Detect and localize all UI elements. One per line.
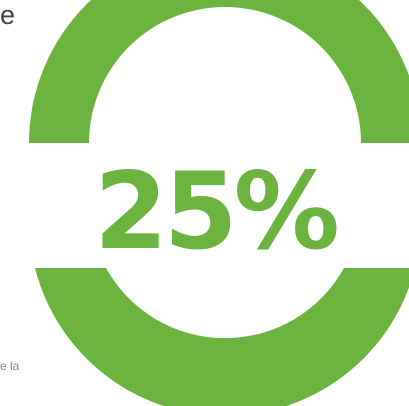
percentage-value-label: 25% — [94, 150, 337, 273]
ring-bottom-arc — [35, 268, 409, 406]
ring-top-arc — [29, 0, 409, 143]
cropped-heading-text: e — [0, 0, 16, 30]
cropped-body-text: e la — [0, 359, 20, 373]
